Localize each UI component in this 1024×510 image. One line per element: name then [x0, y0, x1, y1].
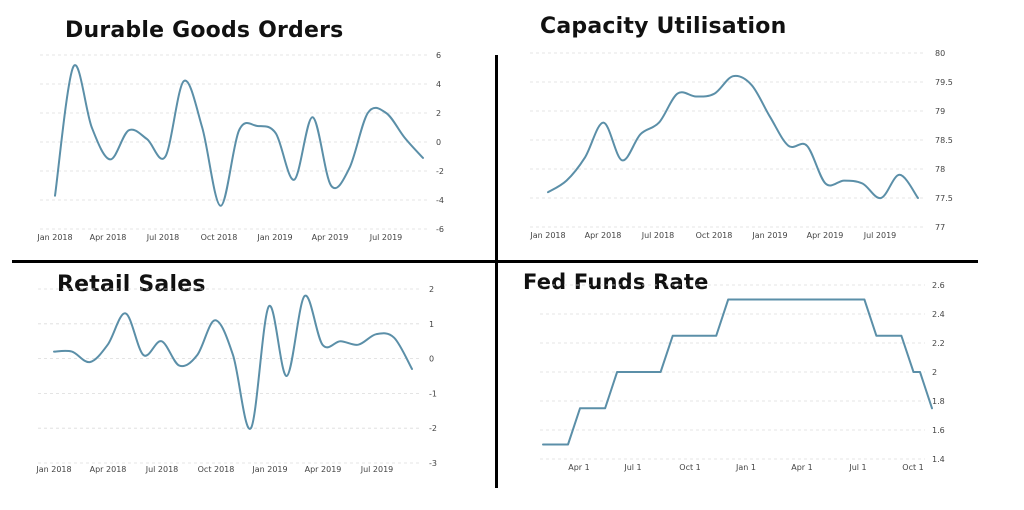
- fed-funds-rate-x-tick-label: Oct 1: [679, 463, 700, 472]
- durable-goods-x-tick-label: Jan 2018: [36, 233, 72, 242]
- fed-funds-rate-series-line: [542, 298, 933, 446]
- durable-goods-y-tick-label: -6: [436, 225, 444, 234]
- retail-sales-series-line: [53, 294, 413, 430]
- durable-goods-y-tick-label: 0: [436, 138, 441, 147]
- capacity-utilisation-y-tick-label: 78.5: [935, 136, 953, 145]
- fed-funds-rate-x-tick-label: Jul 1: [848, 463, 866, 472]
- durable-goods-series-line: [54, 64, 424, 207]
- fed-funds-rate-x-tick-label: Jul 1: [623, 463, 641, 472]
- retail-sales-x-tick-label: Jan 2019: [251, 465, 287, 474]
- fed-funds-rate-x-tick-label: Oct 1: [902, 463, 923, 472]
- durable-goods-x-tick-label: Jan 2019: [256, 233, 292, 242]
- capacity-utilisation-x-tick-label: Jan 2019: [751, 231, 787, 240]
- capacity-utilisation-x-tick-label: Jul 2018: [641, 231, 675, 240]
- fed-funds-rate-y-tick-label: 1.4: [932, 455, 945, 464]
- fed-funds-rate-y-tick-label: 1.6: [932, 426, 945, 435]
- durable-goods-y-tick-label: 2: [436, 109, 441, 118]
- retail-sales-x-tick-label: Jan 2018: [35, 465, 71, 474]
- retail-sales-y-tick-label: 0: [429, 355, 434, 364]
- durable-goods-x-tick-label: Jul 2019: [369, 233, 403, 242]
- durable-goods-y-tick-label: -2: [436, 167, 444, 176]
- capacity-utilisation-y-tick-label: 77.5: [935, 194, 953, 203]
- fed-funds-rate-x-tick-label: Apr 1: [568, 463, 589, 472]
- durable-goods-x-tick-label: Oct 2018: [201, 233, 238, 242]
- retail-sales-x-tick-label: Jul 2019: [360, 465, 394, 474]
- durable-goods-title: Durable Goods Orders: [65, 18, 344, 43]
- retail-sales-x-tick-label: Oct 2018: [198, 465, 235, 474]
- durable-goods-x-tick-label: Apr 2019: [312, 233, 349, 242]
- capacity-utilisation-y-tick-label: 79: [935, 107, 945, 116]
- fed-funds-rate-y-tick-label: 2.4: [932, 310, 945, 319]
- durable-goods-y-tick-label: 4: [436, 80, 441, 89]
- fed-funds-rate-x-tick-label: Jan 1: [735, 463, 756, 472]
- fed-funds-rate-title: Fed Funds Rate: [523, 270, 709, 294]
- capacity-utilisation-y-tick-label: 80: [935, 49, 945, 58]
- durable-goods-y-tick-label: -4: [436, 196, 444, 205]
- retail-sales-y-tick-label: -2: [429, 424, 437, 433]
- retail-sales-x-tick-label: Apr 2018: [90, 465, 127, 474]
- fed-funds-rate-y-tick-label: 2.6: [932, 281, 945, 290]
- durable-goods-x-tick-label: Jul 2018: [146, 233, 180, 242]
- horizontal-divider: [12, 260, 978, 263]
- fed-funds-rate-x-tick-label: Apr 1: [791, 463, 812, 472]
- retail-sales-x-tick-label: Apr 2019: [305, 465, 342, 474]
- fed-funds-rate-y-tick-label: 1.8: [932, 397, 945, 406]
- retail-sales-y-tick-label: -3: [429, 459, 437, 468]
- capacity-utilisation-x-tick-label: Apr 2019: [807, 231, 844, 240]
- durable-goods-y-tick-label: 6: [436, 51, 441, 60]
- capacity-utilisation-title: Capacity Utilisation: [540, 14, 787, 39]
- retail-sales-y-tick-label: 2: [429, 285, 434, 294]
- capacity-utilisation-y-tick-label: 79.5: [935, 78, 953, 87]
- capacity-utilisation-series-line: [547, 74, 919, 200]
- fed-funds-rate-y-tick-label: 2.2: [932, 339, 945, 348]
- capacity-utilisation-y-tick-label: 77: [935, 223, 945, 232]
- capacity-utilisation-x-tick-label: Apr 2018: [585, 231, 622, 240]
- fed-funds-rate-y-tick-label: 2: [932, 368, 937, 377]
- capacity-utilisation-x-tick-label: Jul 2019: [863, 231, 897, 240]
- capacity-utilisation-x-tick-label: Oct 2018: [696, 231, 733, 240]
- capacity-utilisation-y-tick-label: 78: [935, 165, 945, 174]
- capacity-utilisation-x-tick-label: Jan 2018: [529, 231, 565, 240]
- retail-sales-x-tick-label: Jul 2018: [145, 465, 179, 474]
- vertical-divider: [495, 55, 498, 488]
- retail-sales-title: Retail Sales: [57, 272, 206, 297]
- durable-goods-x-tick-label: Apr 2018: [90, 233, 127, 242]
- retail-sales-y-tick-label: 1: [429, 320, 434, 329]
- retail-sales-y-tick-label: -1: [429, 389, 437, 398]
